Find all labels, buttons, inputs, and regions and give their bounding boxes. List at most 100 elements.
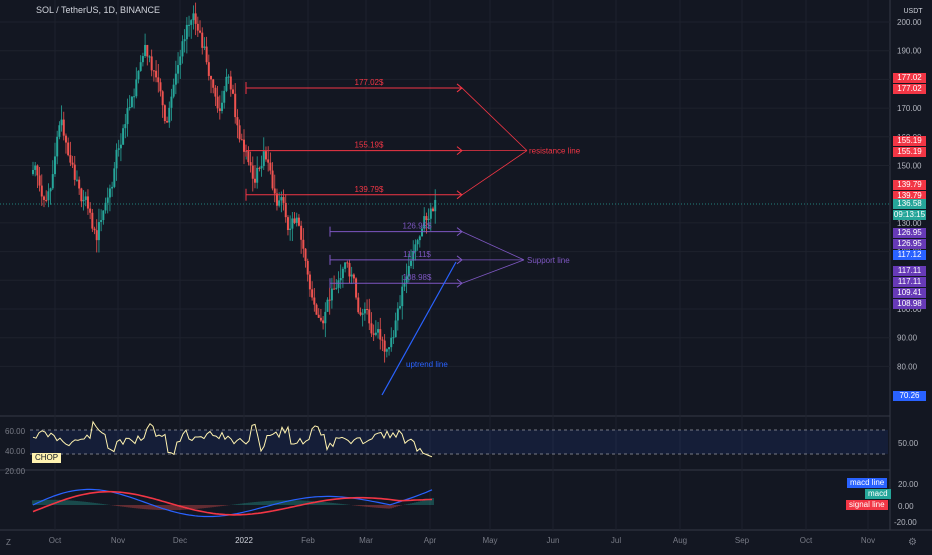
candle-body: [210, 75, 213, 80]
candle-body: [339, 278, 342, 281]
symbol-title[interactable]: SOL / TetherUS, 1D, BINANCE: [36, 5, 161, 15]
support-level-label: 126.95$: [403, 222, 432, 231]
support-level-label: 117.11$: [403, 250, 431, 259]
candle-body: [401, 286, 404, 307]
candle-body: [346, 262, 349, 264]
price-tick-label: 80.00: [897, 362, 918, 371]
candle-body: [333, 288, 336, 290]
candle-body: [264, 151, 267, 160]
candle-body: [163, 105, 166, 122]
time-axis: Oct Nov Dec 2022 Feb Mar Apr May Jun Jul Aug Sep Oct…: [49, 536, 875, 545]
candle-body: [170, 96, 173, 108]
currency-label[interactable]: USDT: [903, 8, 923, 15]
candle-body: [75, 179, 78, 181]
candle-body: [374, 332, 377, 335]
price-badge: 126.95: [893, 228, 926, 238]
candle-body: [205, 46, 208, 63]
candle-body: [247, 151, 250, 163]
candle-body: [262, 151, 265, 167]
macd-histogram-legend[interactable]: macd: [865, 489, 891, 499]
candle-body: [104, 202, 107, 211]
price-badge: 155.19: [893, 136, 926, 146]
candle-body: [80, 188, 83, 202]
macd-pane: [32, 488, 434, 518]
timezone-button[interactable]: Z: [6, 538, 11, 547]
candle-body: [82, 199, 85, 202]
chart-background: [0, 0, 890, 550]
candle-body: [214, 87, 217, 97]
candle-body: [227, 76, 230, 78]
resistance-level-label: 155.19$: [355, 141, 384, 150]
candle-body: [174, 73, 177, 85]
candle-body: [322, 320, 325, 324]
signal-line-legend[interactable]: signal line: [846, 500, 888, 510]
candle-body: [328, 299, 331, 301]
candle-body: [225, 76, 228, 91]
candle-body: [93, 228, 96, 231]
candle-body: [324, 311, 327, 324]
price-badge: 117.12: [893, 250, 926, 260]
candle-body: [258, 167, 261, 169]
candle-body: [410, 260, 413, 266]
settings-gear-icon[interactable]: ⚙: [908, 537, 917, 548]
candle-body: [304, 248, 307, 261]
candle-body: [71, 162, 74, 165]
candle-body: [315, 304, 318, 315]
candle-body: [425, 216, 428, 221]
price-badge: 117.11: [893, 266, 926, 276]
time-axis-label: Oct: [800, 536, 813, 545]
chop-line: [32, 420, 433, 458]
candle-body: [130, 96, 133, 108]
candle-body: [218, 108, 221, 111]
candle-body: [357, 297, 360, 313]
candle-body: [289, 228, 292, 231]
candle-body: [429, 208, 432, 219]
time-axis-label: Nov: [111, 536, 125, 545]
time-axis-label: Feb: [301, 536, 315, 545]
candle-body: [115, 149, 118, 169]
candle-body: [388, 347, 391, 350]
time-axis-label: Dec: [173, 536, 187, 545]
candle-body: [49, 188, 52, 192]
candle-body: [229, 76, 232, 90]
candle-body: [139, 62, 142, 71]
candle-body: [234, 93, 237, 118]
candle-body: [73, 164, 76, 180]
candle-body: [60, 119, 63, 126]
candle-body: [212, 79, 215, 88]
candle-body: [146, 44, 149, 57]
time-axis-label: Mar: [359, 536, 373, 545]
level-lines: 177.02$ 155.19$ 139.79$ resistance line 126.…: [245, 78, 581, 396]
chop-label[interactable]: CHOP: [32, 453, 62, 463]
candle-body: [117, 148, 120, 150]
candle-body: [280, 197, 283, 201]
candle-body: [341, 268, 344, 279]
candle-body: [302, 239, 305, 249]
candle-body: [379, 329, 382, 340]
candle-body: [188, 24, 191, 26]
candle-body: [256, 167, 259, 183]
candle-body: [414, 244, 417, 252]
price-badge: 177.02: [893, 84, 926, 94]
candle-body: [47, 191, 50, 201]
candle-body: [359, 312, 362, 315]
candle-body: [238, 125, 241, 140]
support-level-label: 108.98$: [403, 273, 432, 282]
candle-body: [253, 178, 256, 183]
macd-line-legend[interactable]: macd line: [847, 478, 888, 488]
candle-body: [126, 108, 129, 125]
candle-body: [399, 306, 402, 309]
time-axis-label: Oct: [49, 536, 62, 545]
resistance-pointer-line: [461, 87, 528, 151]
support-pointer-line: [461, 259, 525, 284]
resistance-level-arrow: [456, 190, 463, 200]
price-tick-label: 190.00: [897, 47, 922, 56]
candle-body: [366, 309, 369, 310]
candle-body: [284, 202, 287, 218]
candle-body: [113, 168, 116, 187]
uptrend-line: [381, 261, 457, 396]
support-annotation: Support line: [527, 256, 570, 265]
candle-body: [152, 70, 155, 72]
